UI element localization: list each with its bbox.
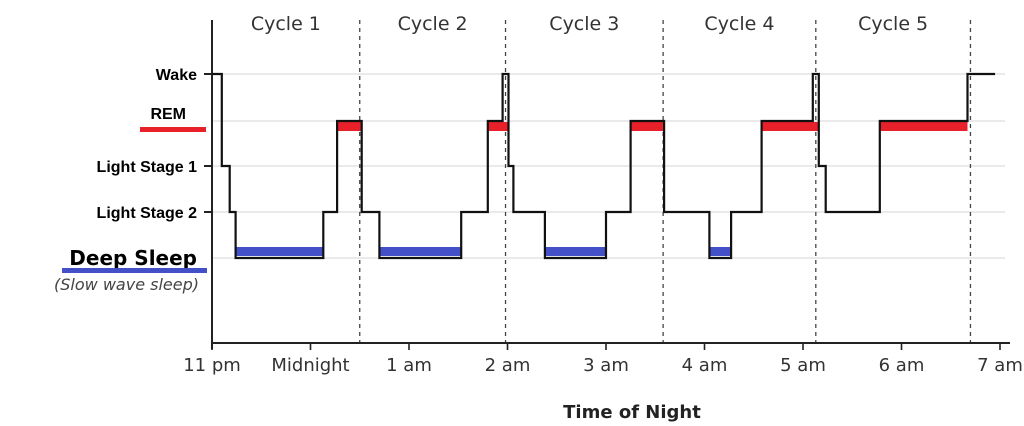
cycle-label: Cycle 4	[704, 13, 774, 35]
hypnogram-trace	[212, 72, 996, 260]
x-tick-label: 2 am	[485, 355, 531, 376]
x-tick-label: 7 am	[977, 355, 1023, 376]
x-axis-label: Time of Night	[563, 402, 701, 423]
stage-label-light1: Light Stage 1	[97, 159, 198, 176]
rem-segment	[761, 122, 819, 131]
cycle-label: Cycle 2	[398, 13, 468, 35]
stage-label-rem: REM	[150, 106, 186, 123]
cycle-label: Cycle 1	[251, 13, 321, 35]
deep-sleep-segment	[379, 247, 462, 256]
x-tick-label: 3 am	[583, 355, 629, 376]
stage-markers	[235, 122, 968, 256]
x-tick-label: Midnight	[271, 355, 349, 376]
stage-sublabel-deep: (Slow wave sleep)	[54, 275, 199, 294]
cycle-label: Cycle 3	[549, 13, 619, 35]
rem-segment	[337, 122, 362, 131]
x-tick-labels: 11 pm Midnight 1 am 2 am 3 am 4 am 5 am 6 am 7 a…	[183, 343, 1023, 376]
stage-label-deep: Deep Sleep	[69, 246, 197, 270]
rem-segment	[630, 122, 665, 131]
gridlines	[212, 73, 1005, 259]
x-tick-label: 4 am	[682, 355, 728, 376]
x-tick-label: 1 am	[386, 355, 432, 376]
deep-sleep-segment	[709, 247, 732, 256]
rem-segment	[879, 122, 968, 131]
rem-segment	[487, 122, 508, 131]
stage-color-key-deep	[62, 268, 207, 273]
deep-sleep-segment	[235, 247, 324, 256]
stage-label-light2: Light Stage 2	[97, 205, 198, 222]
stage-labels: Wake REM Light Stage 1 Light Stage 2 Deep Sl…	[54, 67, 207, 294]
x-tick-label: 5 am	[780, 355, 826, 376]
stage-label-wake: Wake	[156, 67, 197, 84]
hypnogram-line	[212, 72, 996, 260]
cycle-label: Cycle 5	[858, 13, 928, 35]
axes	[204, 20, 1010, 349]
cycle-labels: Cycle 1 Cycle 2 Cycle 3 Cycle 4 Cycle 5	[251, 13, 928, 35]
deep-sleep-segment	[544, 247, 606, 256]
x-tick-label: 6 am	[879, 355, 925, 376]
stage-color-key-rem	[140, 127, 206, 132]
x-tick-label: 11 pm	[183, 355, 241, 376]
